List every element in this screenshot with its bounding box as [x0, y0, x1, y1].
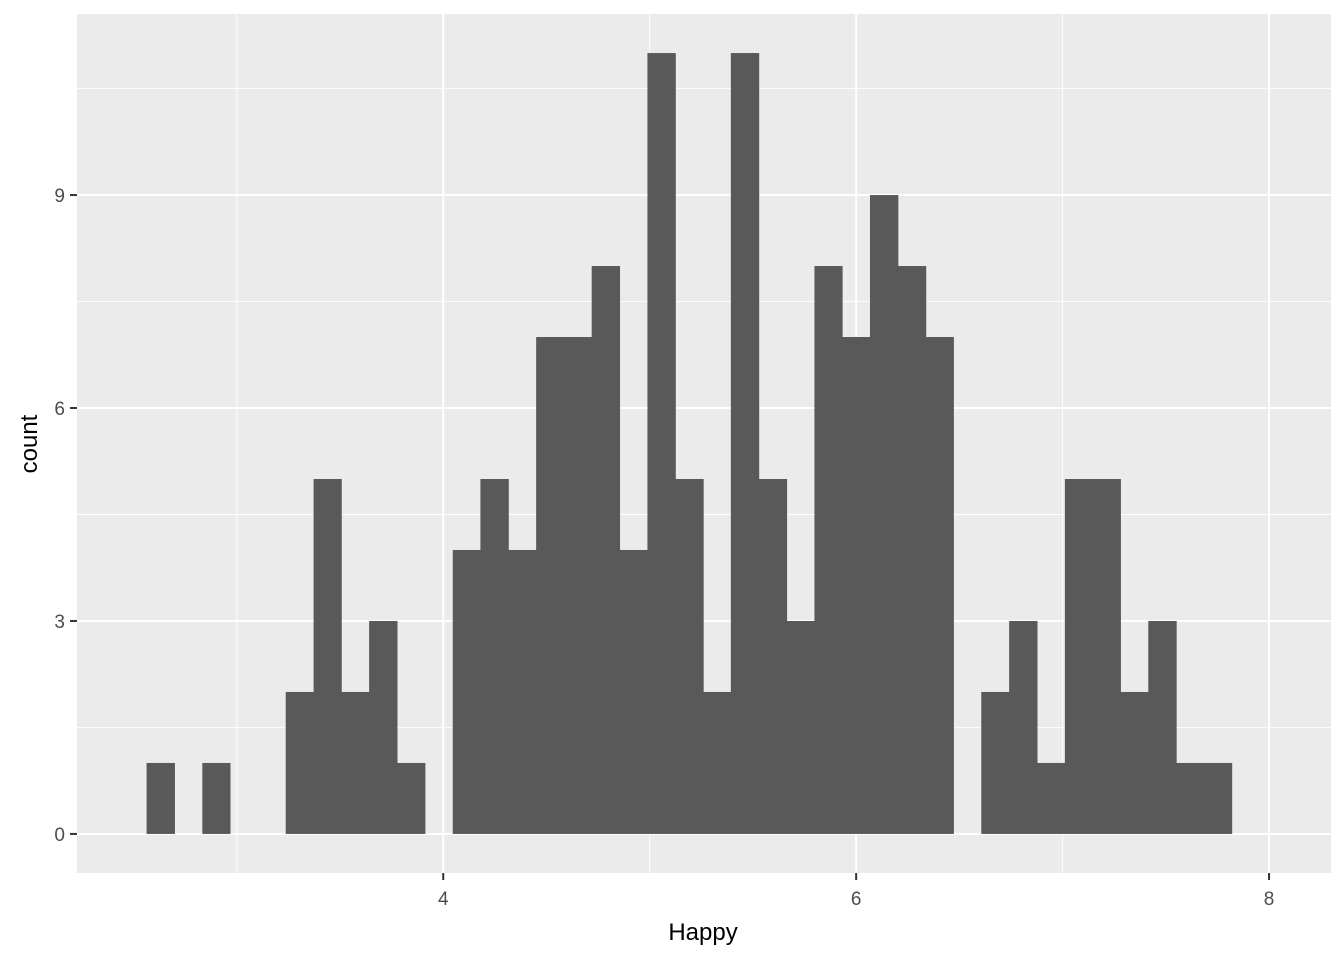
histogram-bar	[285, 691, 315, 834]
histogram-bar	[675, 478, 704, 834]
histogram-bar	[536, 337, 565, 834]
histogram-bar	[564, 337, 593, 834]
histogram-bars	[146, 53, 1233, 834]
histogram-bar	[1092, 478, 1121, 834]
histogram-bar	[341, 691, 370, 834]
histogram-bar	[730, 53, 760, 834]
histogram-bar	[591, 266, 621, 834]
histogram-bar	[703, 691, 732, 834]
histogram-bar	[1148, 620, 1177, 834]
histogram-bar	[369, 620, 398, 834]
histogram-bar	[869, 195, 899, 834]
histogram-bar	[786, 620, 815, 834]
x-axis-ticks: 4 6 8	[438, 873, 1274, 910]
histogram-bar	[647, 53, 676, 834]
y-axis-title: count	[16, 414, 43, 473]
histogram-bar	[1037, 762, 1066, 834]
y-tick-label: 9	[54, 186, 65, 207]
histogram-bar	[480, 478, 509, 834]
histogram-bar	[202, 762, 231, 834]
histogram-bar	[1064, 478, 1094, 834]
histogram-bar	[508, 549, 537, 834]
histogram-bar	[619, 549, 648, 834]
x-axis-title: Happy	[668, 919, 737, 946]
histogram-bar	[313, 478, 342, 834]
histogram-bar	[397, 762, 426, 834]
y-tick-label: 0	[54, 825, 65, 846]
x-tick-label: 8	[1264, 889, 1275, 910]
y-tick-label: 6	[54, 399, 65, 420]
histogram-bar	[1009, 620, 1038, 834]
histogram-bar	[452, 549, 481, 834]
histogram-bar	[981, 691, 1010, 834]
histogram-bar	[1120, 691, 1149, 834]
histogram-bar	[814, 266, 843, 834]
histogram-bar	[842, 337, 871, 834]
histogram-bar	[925, 337, 954, 834]
histogram-bar	[897, 266, 927, 834]
histogram-bar	[758, 478, 788, 834]
histogram-bar	[146, 762, 175, 834]
y-tick-label: 3	[54, 612, 65, 633]
x-tick-label: 4	[438, 889, 449, 910]
histogram-bar	[1203, 762, 1233, 834]
histogram-bar	[1176, 762, 1205, 834]
y-axis-ticks: 0 3 6 9	[54, 186, 77, 846]
x-tick-label: 6	[851, 889, 862, 910]
